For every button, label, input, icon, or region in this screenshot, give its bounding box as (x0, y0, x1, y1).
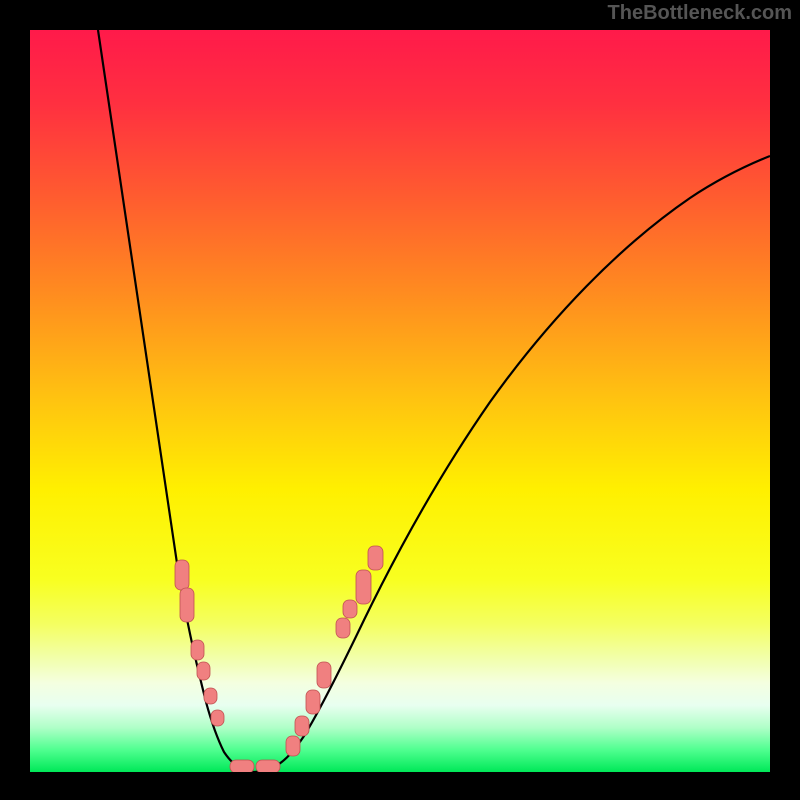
data-marker (256, 760, 280, 772)
data-marker (368, 546, 383, 570)
data-marker (204, 688, 217, 704)
data-marker (175, 560, 189, 590)
data-marker (230, 760, 254, 772)
data-marker (295, 716, 309, 736)
data-marker (306, 690, 320, 714)
data-marker (211, 710, 224, 726)
data-marker (317, 662, 331, 688)
data-marker (180, 588, 194, 622)
chart-frame: TheBottleneck.com (0, 0, 800, 800)
data-marker (343, 600, 357, 618)
data-marker (356, 570, 371, 604)
plot-area (30, 30, 770, 772)
data-marker (197, 662, 210, 680)
bottleneck-curve (98, 30, 252, 772)
data-marker (191, 640, 204, 660)
watermark-label: TheBottleneck.com (608, 2, 792, 25)
data-marker (336, 618, 350, 638)
data-marker (286, 736, 300, 756)
chart-svg (30, 30, 770, 772)
